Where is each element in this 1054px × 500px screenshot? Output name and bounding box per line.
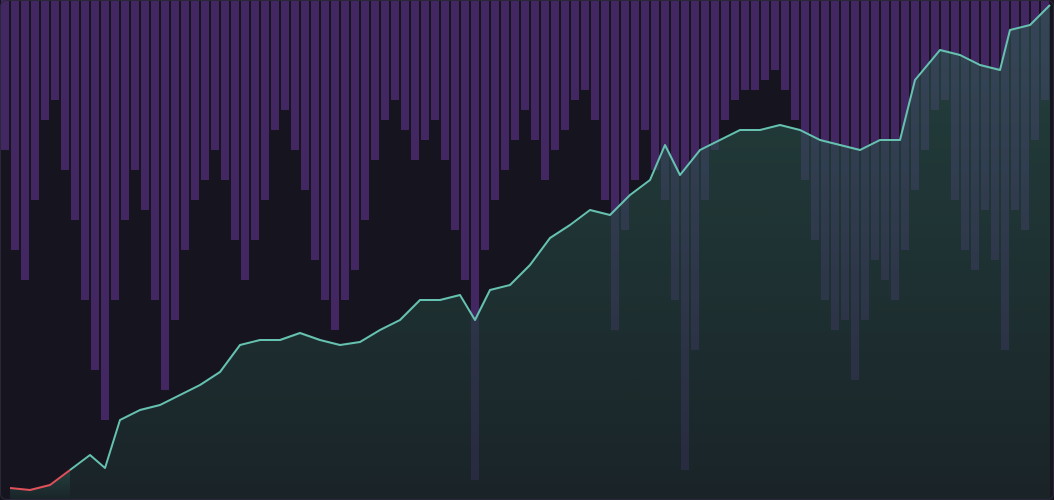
drawdown-bar: [701, 0, 709, 200]
drawdown-bar: [761, 0, 769, 80]
drawdown-bar: [281, 0, 289, 110]
drawdown-bar: [661, 0, 669, 200]
drawdown-bar: [671, 0, 679, 300]
drawdown-bar: [401, 0, 409, 130]
drawdown-bar: [221, 0, 229, 180]
drawdown-bar: [751, 0, 759, 90]
equity-line: [69, 4, 1051, 471]
drawdown-bar: [151, 0, 159, 300]
drawdown-bar: [611, 0, 619, 330]
drawdown-bar: [551, 0, 559, 150]
drawdown-bar: [301, 0, 309, 190]
drawdown-bar: [131, 0, 139, 170]
drawdown-bar: [531, 0, 539, 140]
drawdown-bar: [211, 0, 219, 150]
drawdown-bar: [351, 0, 359, 270]
drawdown-bar: [641, 0, 649, 130]
drawdown-bar: [21, 0, 29, 280]
drawdown-bar: [571, 0, 579, 100]
drawdown-bar: [391, 0, 399, 100]
drawdown-bar: [181, 0, 189, 250]
drawdown-bar: [781, 0, 789, 90]
drawdown-bar: [421, 0, 429, 140]
drawdown-bar: [361, 0, 369, 220]
drawdown-bar: [721, 0, 729, 120]
drawdown-bar: [61, 0, 69, 170]
drawdown-bar: [1, 0, 9, 150]
drawdown-bar: [561, 0, 569, 130]
drawdown-bar: [941, 0, 949, 100]
equity-lines: [9, 4, 1051, 491]
drawdown-bar: [31, 0, 39, 200]
drawdown-bar: [311, 0, 319, 260]
drawdown-bar: [501, 0, 509, 170]
drawdown-bar: [91, 0, 99, 370]
drawdown-bar: [51, 0, 59, 100]
drawdown-bar: [231, 0, 239, 240]
drawdown-bar: [631, 0, 639, 180]
drawdown-bar: [461, 0, 469, 280]
drawdown-bar: [371, 0, 379, 160]
drawdown-bar: [11, 0, 19, 250]
drawdown-bar: [871, 0, 879, 260]
drawdown-bar: [481, 0, 489, 250]
drawdown-bar: [811, 0, 819, 240]
drawdown-bar: [141, 0, 149, 210]
drawdown-bar: [511, 0, 519, 140]
drawdown-bar: [741, 0, 749, 90]
drawdown-bar: [101, 0, 109, 420]
drawdown-bar: [601, 0, 609, 200]
drawdown-bar: [431, 0, 439, 120]
drawdown-bar: [171, 0, 179, 320]
drawdown-bar: [411, 0, 419, 160]
drawdown-bar: [341, 0, 349, 300]
drawdown-bar: [731, 0, 739, 100]
equity-area: [10, 5, 1050, 500]
drawdown-bar: [451, 0, 459, 230]
drawdown-bar: [111, 0, 119, 300]
drawdown-bar: [251, 0, 259, 240]
equity-area: [70, 5, 1050, 500]
drawdown-bar: [711, 0, 719, 150]
drawdown-bar: [791, 0, 799, 120]
equity-area: [10, 470, 70, 500]
drawdown-bar: [331, 0, 339, 330]
drawdown-bar: [191, 0, 199, 200]
drawdown-bar: [801, 0, 809, 180]
drawdown-bar: [271, 0, 279, 130]
drawdown-bar: [541, 0, 549, 180]
drawdown-bar: [651, 0, 659, 170]
drawdown-bar: [491, 0, 499, 200]
drawdown-bar: [41, 0, 49, 120]
drawdown-bar: [521, 0, 529, 110]
drawdown-bar: [291, 0, 299, 150]
drawdown-bar: [201, 0, 209, 180]
drawdown-bar: [81, 0, 89, 300]
drawdown-bar: [581, 0, 589, 90]
drawdown-bar: [261, 0, 269, 200]
drawdown-bar: [441, 0, 449, 160]
drawdown-bar: [241, 0, 249, 280]
drawdown-bar: [321, 0, 329, 300]
drawdown-bar: [621, 0, 629, 230]
drawdown-bar: [591, 0, 599, 120]
drawdown-bar: [161, 0, 169, 390]
drawdown-bar: [121, 0, 129, 220]
drawdown-bar: [471, 0, 479, 480]
drawdown-bar: [71, 0, 79, 220]
drawdown-bar: [771, 0, 779, 70]
equity-line: [9, 469, 71, 491]
drawdown-bar: [381, 0, 389, 120]
